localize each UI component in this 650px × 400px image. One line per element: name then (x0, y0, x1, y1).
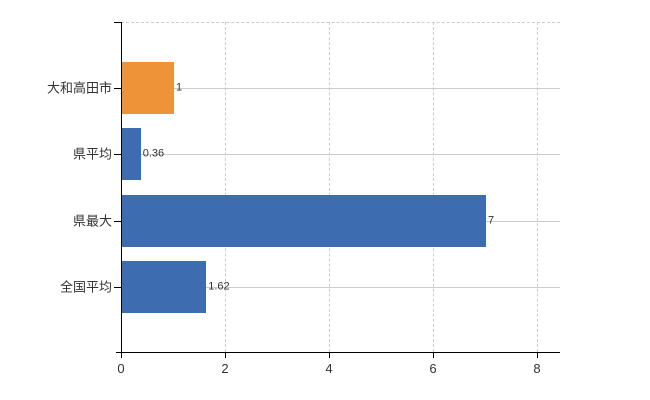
bar (122, 195, 486, 247)
x-tick-label: 4 (325, 361, 333, 376)
x-axis-tick (433, 352, 434, 358)
category-tick (114, 287, 121, 288)
gridline-vertical (329, 22, 330, 352)
category-label: 県平均 (72, 146, 112, 162)
bar (122, 261, 206, 313)
x-tick-label: 0 (117, 361, 125, 376)
plot-top-border (121, 22, 560, 23)
x-axis-tick (121, 352, 122, 358)
gridline-vertical (537, 22, 538, 352)
gridline-vertical (433, 22, 434, 352)
x-axis-tick (537, 352, 538, 358)
value-label: 1 (176, 81, 183, 94)
value-label: 0.36 (142, 147, 165, 160)
category-label: 大和高田市 (46, 80, 112, 96)
category-label: 全国平均 (59, 279, 112, 295)
category-tick (114, 154, 121, 155)
y-axis-top-tick (114, 22, 121, 23)
y-axis (121, 22, 122, 352)
gridline-vertical (225, 22, 226, 352)
bar (122, 128, 141, 180)
category-tick (114, 88, 121, 89)
x-tick-label: 6 (429, 361, 437, 376)
category-row-line (174, 88, 560, 89)
x-axis-tick (329, 352, 330, 358)
category-tick (114, 221, 121, 222)
value-label: 1.62 (208, 280, 230, 293)
category-row-line (206, 287, 560, 288)
x-tick-label: 8 (533, 361, 541, 376)
category-row-line (486, 221, 560, 222)
category-label: 県最大 (72, 213, 112, 229)
category-row-line (140, 154, 560, 155)
x-axis (116, 352, 560, 353)
x-tick-label: 2 (221, 361, 229, 376)
bar (122, 62, 174, 114)
value-label: 7 (488, 214, 495, 227)
x-axis-tick (225, 352, 226, 358)
